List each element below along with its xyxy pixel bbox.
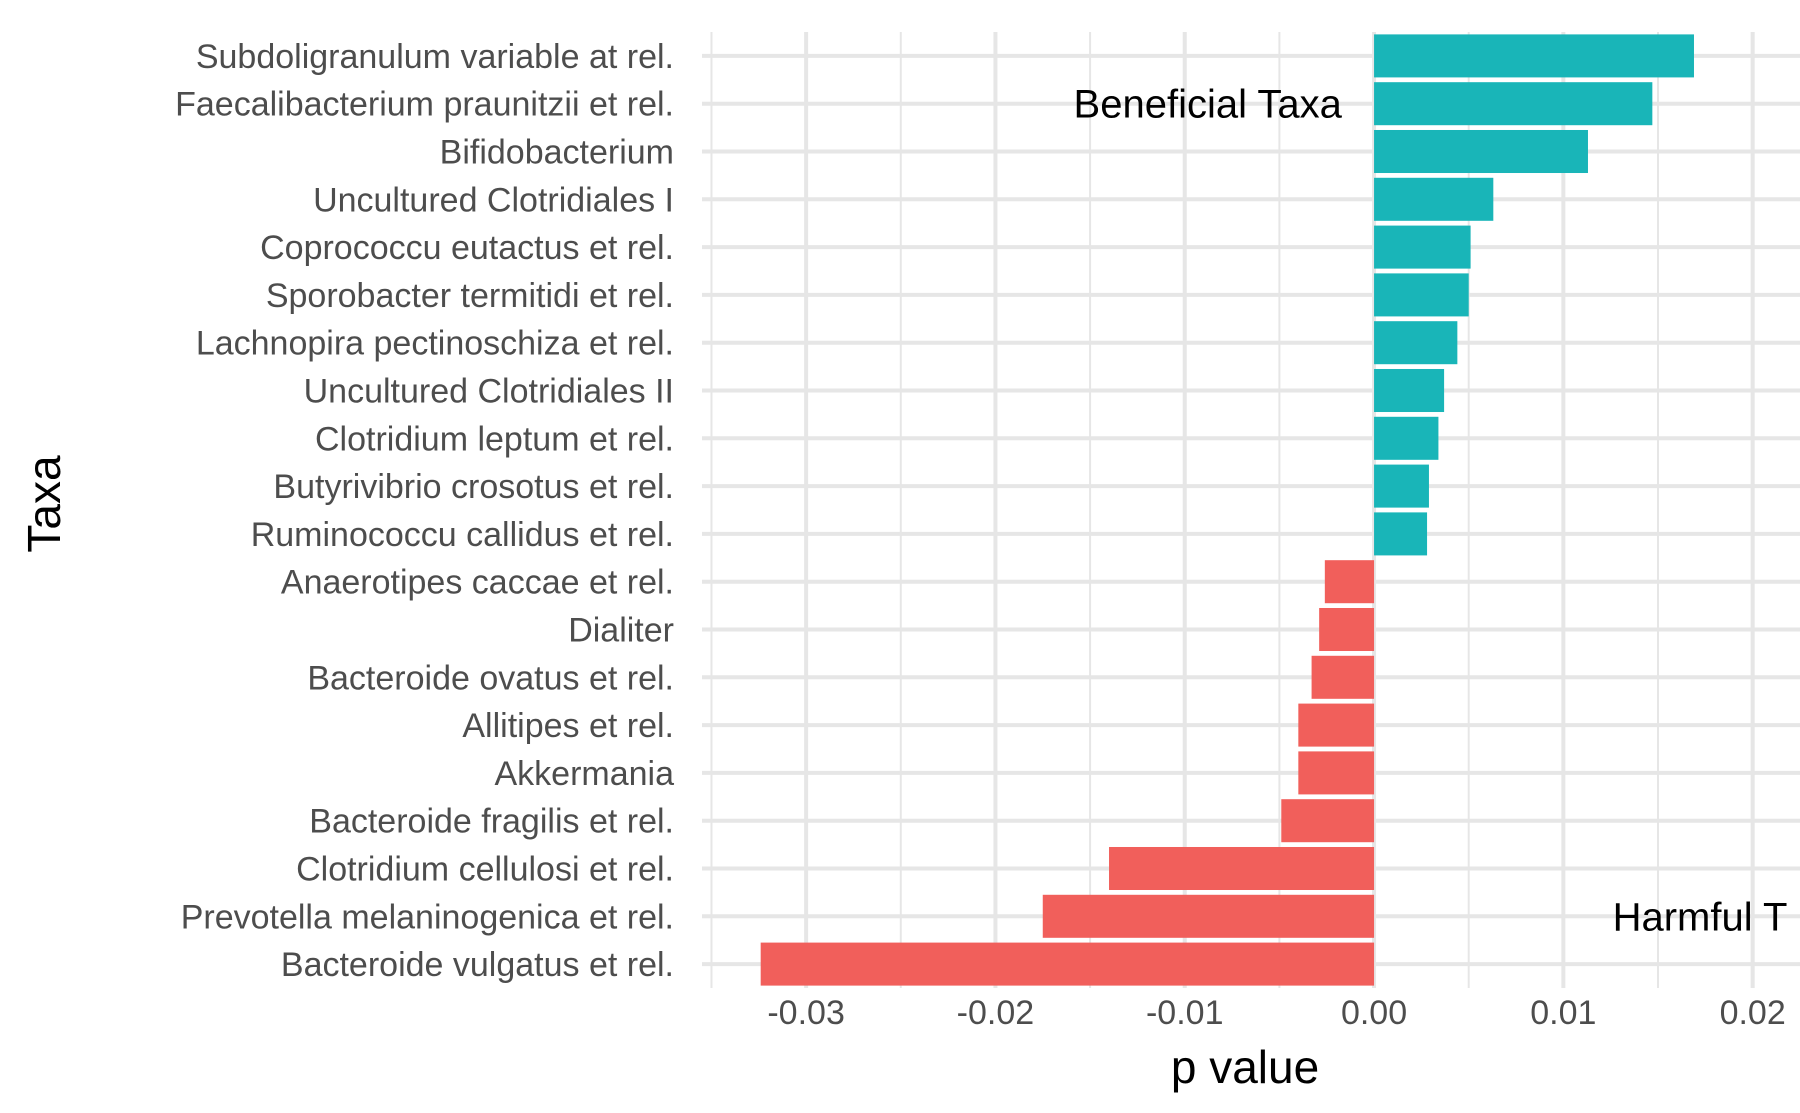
y-tick-label: Ruminococcu callidus et rel. — [251, 516, 674, 554]
bar-bacteroide-ovatus-et-rel — [1311, 655, 1375, 699]
x-axis-title: p value — [1171, 1041, 1319, 1093]
label-layer: Subdoligranulum variable at rel. Faecalib… — [175, 38, 1786, 1032]
bar-bacteroide-vulgatus-et-rel — [760, 942, 1375, 986]
grid-layer — [702, 32, 1800, 988]
bar-butyrivibrio-crosotus-et-rel — [1374, 464, 1429, 508]
bar-subdoligranulum-variable-at-rel — [1374, 34, 1694, 78]
bar-ruminococcu-callidus-et-rel — [1374, 512, 1428, 556]
y-tick-label: Anaerotipes caccae et rel. — [281, 564, 674, 602]
bar-anaerotipes-caccae-et-rel — [1324, 560, 1375, 604]
y-tick-label: Bifidobacterium — [440, 134, 674, 172]
y-tick-label: Faecalibacterium praunitzii et rel. — [175, 86, 674, 124]
annotation-label: Beneficial Taxa — [1074, 83, 1343, 127]
x-tick-label: -0.03 — [767, 994, 845, 1032]
title-layer: p value Taxa — [18, 455, 1319, 1093]
y-tick-label: Bacteroide vulgatus et rel. — [281, 946, 674, 984]
bar-lachnopira-pectinoschiza-et-rel — [1374, 321, 1458, 365]
y-axis-title: Taxa — [18, 455, 70, 553]
x-tick-label: 0.02 — [1720, 994, 1786, 1032]
bar-clotridium-cellulosi-et-rel — [1109, 846, 1375, 891]
bar-layer — [760, 34, 1694, 986]
y-tick-label: Clotridium cellulosi et rel. — [296, 851, 674, 889]
x-tick-label: -0.02 — [957, 994, 1035, 1032]
y-tick-label: Clotridium leptum et rel. — [315, 420, 674, 458]
y-tick-label: Akkermania — [494, 755, 674, 793]
bar-bifidobacterium — [1374, 129, 1588, 174]
y-tick-label: Butyrivibrio crosotus et rel. — [273, 468, 674, 506]
bar-coprococcu-eutactus-et-rel — [1374, 225, 1471, 269]
y-tick-label: Bacteroide ovatus et rel. — [307, 659, 674, 697]
y-tick-label: Uncultured Clotridiales II — [304, 373, 674, 411]
bar-clotridium-leptum-et-rel — [1374, 416, 1439, 460]
bar-bacteroide-fragilis-et-rel — [1281, 799, 1375, 843]
bar-faecalibacterium-praunitzii-et-rel — [1374, 82, 1653, 126]
y-tick-label: Lachnopira pectinoschiza et rel. — [196, 325, 674, 363]
y-tick-label: Allitipes et rel. — [462, 707, 674, 745]
y-tick-label: Bacteroide fragilis et rel. — [309, 803, 674, 841]
annotation-label: Harmful T — [1613, 895, 1788, 939]
bar-dialiter — [1319, 607, 1375, 652]
y-tick-label: Sporobacter termitidi et rel. — [266, 277, 674, 315]
bar-akkermania — [1298, 751, 1375, 795]
bar-uncultured-clotridiales-i — [1374, 177, 1494, 221]
y-tick-label: Coprococcu eutactus et rel. — [260, 229, 674, 267]
y-tick-label: Prevotella melaninogenica et rel. — [181, 898, 674, 936]
x-tick-label: 0.01 — [1530, 994, 1596, 1032]
annotation-layer: Beneficial Taxa Harmful T — [1074, 83, 1788, 940]
y-tick-label: Dialiter — [568, 612, 674, 650]
bar-allitipes-et-rel — [1298, 703, 1375, 747]
x-tick-label: -0.01 — [1146, 994, 1224, 1032]
x-tick-label: 0.00 — [1341, 994, 1407, 1032]
y-tick-label: Uncultured Clotridiales I — [313, 181, 674, 219]
bar-uncultured-clotridiales-ii — [1374, 368, 1445, 413]
bar-prevotella-melaninogenica-et-rel — [1042, 894, 1375, 938]
y-tick-label: Subdoligranulum variable at rel. — [196, 38, 674, 76]
bar-sporobacter-termitidi-et-rel — [1374, 273, 1469, 317]
